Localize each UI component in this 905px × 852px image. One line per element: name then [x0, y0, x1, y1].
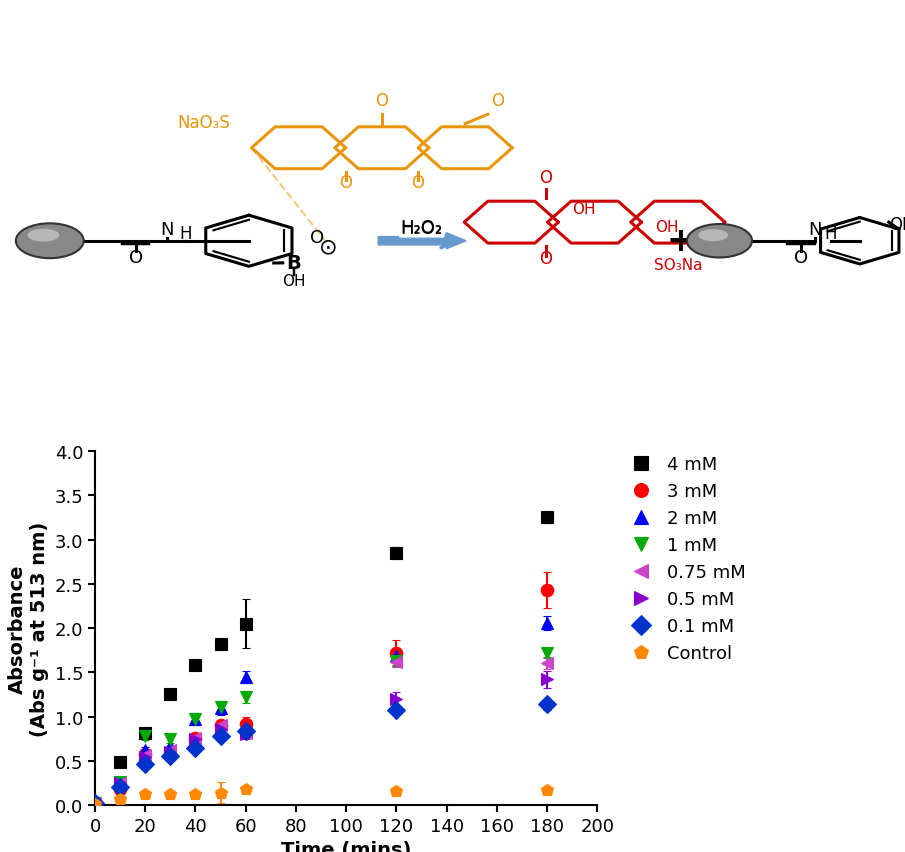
Text: H: H	[179, 225, 192, 243]
Text: OH: OH	[572, 201, 595, 216]
Text: O: O	[376, 92, 388, 110]
Text: O: O	[539, 169, 552, 187]
Text: B: B	[286, 254, 301, 273]
Text: O: O	[129, 249, 143, 267]
Text: H₂O₂: H₂O₂	[401, 220, 443, 238]
Ellipse shape	[16, 224, 84, 259]
Legend: 4 mM, 3 mM, 2 mM, 1 mM, 0.75 mM, 0.5 mM, 0.1 mM, Control: 4 mM, 3 mM, 2 mM, 1 mM, 0.75 mM, 0.5 mM,…	[622, 453, 748, 664]
Text: O: O	[310, 229, 324, 247]
Text: H₂O₂: H₂O₂	[401, 218, 443, 237]
Text: SO₃Na: SO₃Na	[653, 257, 702, 273]
Text: OH: OH	[282, 273, 305, 289]
Text: N: N	[808, 221, 821, 239]
Text: ⊙: ⊙	[319, 238, 338, 257]
FancyArrow shape	[378, 233, 466, 250]
Y-axis label: Absorbance
(Abs g⁻¹ at 513 nm): Absorbance (Abs g⁻¹ at 513 nm)	[8, 521, 49, 736]
FancyArrowPatch shape	[387, 234, 455, 249]
X-axis label: Time (mins): Time (mins)	[281, 840, 412, 852]
Text: H: H	[824, 225, 837, 243]
Text: OH: OH	[889, 216, 905, 234]
Text: O: O	[794, 249, 808, 267]
Text: O: O	[412, 174, 424, 192]
Text: O: O	[339, 174, 352, 192]
Text: NaO₃S: NaO₃S	[177, 114, 230, 132]
Ellipse shape	[27, 229, 60, 242]
Text: OH: OH	[655, 220, 679, 235]
Ellipse shape	[699, 230, 729, 242]
Text: O: O	[539, 250, 552, 268]
Ellipse shape	[687, 225, 752, 258]
Text: N: N	[161, 221, 174, 239]
Text: O: O	[491, 92, 504, 110]
Text: +: +	[667, 225, 694, 258]
